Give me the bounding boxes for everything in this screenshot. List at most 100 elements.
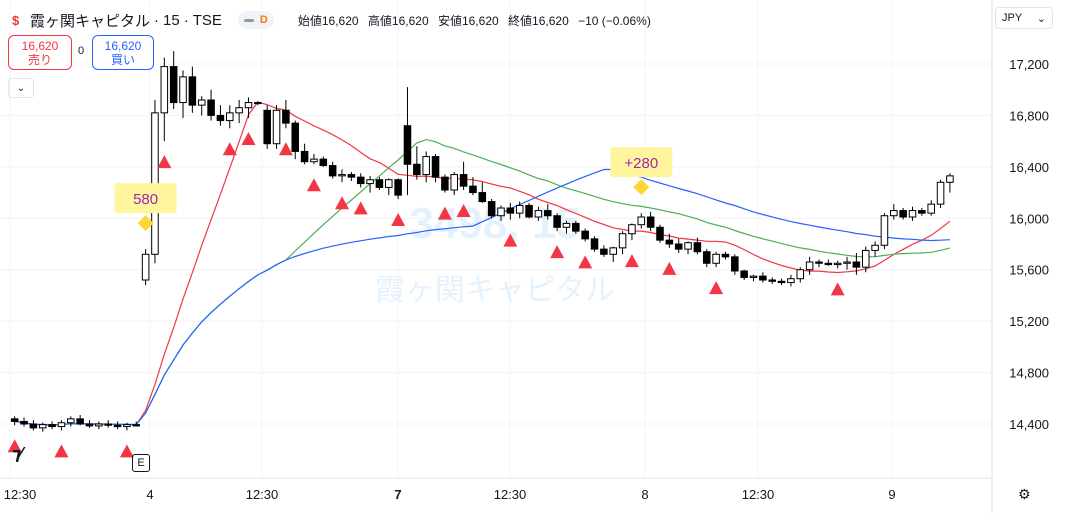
candle-body: [871, 244, 879, 251]
change-value: −10 (−0.06%): [578, 13, 651, 28]
candle-body: [263, 109, 271, 145]
candle-body: [123, 424, 131, 428]
candle-body: [356, 176, 365, 185]
candle-body: [796, 269, 805, 280]
price-tick-label: 15,600: [1009, 263, 1049, 278]
candle-body: [310, 158, 318, 163]
chevron-down-icon: ⌄: [1036, 12, 1046, 25]
candle-body: [20, 420, 28, 425]
candle-body: [843, 261, 851, 264]
collapse-button[interactable]: ⌄: [8, 78, 34, 98]
trade-label-box: [114, 183, 177, 214]
time-tick-label: 9: [888, 487, 895, 502]
buy-signal-marker: [306, 178, 321, 192]
candle-body: [946, 175, 954, 183]
candle-body: [254, 102, 262, 105]
candle-body: [890, 210, 898, 217]
candle-body: [272, 109, 281, 145]
data-badge[interactable]: D: [237, 11, 274, 29]
ma-line-long: [14, 168, 950, 426]
chevron-down-icon: ⌄: [16, 82, 26, 94]
candle-body: [824, 262, 833, 266]
candle-body: [384, 179, 393, 188]
candle-body: [712, 253, 720, 264]
trade-label-text: +280: [624, 155, 658, 172]
buy-signal-marker: [624, 254, 639, 268]
candle-body: [581, 230, 589, 240]
candle-body: [815, 261, 823, 264]
candle-body: [543, 210, 552, 217]
candle-body: [572, 222, 580, 232]
exchange: TSE: [192, 11, 222, 29]
price-tick-label: 15,200: [1009, 314, 1049, 329]
price-tick-label: 16,400: [1009, 160, 1049, 175]
currency-select[interactable]: JPY ⌄: [995, 7, 1053, 29]
price-tick-label: 14,400: [1009, 417, 1049, 432]
candle-body: [300, 150, 309, 163]
buy-signal-marker: [391, 213, 406, 226]
candle-body: [618, 233, 627, 249]
candle-body: [927, 203, 935, 214]
candle-body: [759, 275, 767, 281]
candle-body: [95, 423, 103, 427]
separator: ·: [183, 11, 189, 29]
tradingview-logo-icon[interactable]: ⁊⁄: [12, 444, 22, 464]
candle-body: [188, 76, 197, 106]
candle-body: [244, 102, 253, 109]
buy-signal-marker: [241, 132, 256, 145]
candle-body: [590, 238, 599, 250]
candle-body: [450, 174, 459, 191]
candle-body: [506, 207, 515, 214]
buy-signal-marker: [7, 439, 22, 453]
buy-signal-marker: [222, 142, 237, 156]
time-tick-label: 12:30: [246, 487, 279, 502]
minus-icon: [243, 18, 254, 22]
candle-body: [67, 418, 75, 424]
candle-body: [600, 248, 608, 255]
candle-body: [216, 114, 225, 122]
price-tick-label: 16,000: [1009, 211, 1049, 226]
candle-body: [777, 280, 786, 284]
candle-body: [684, 242, 692, 250]
candle-body: [319, 158, 328, 167]
candle-body: [141, 253, 150, 281]
candle-body: [731, 256, 739, 272]
candle-body: [740, 270, 748, 278]
candle-body: [665, 239, 674, 245]
chart-header: $ 霞ヶ関キャピタル · 15 · TSE D 始値16,620 高値16,62…: [12, 9, 651, 31]
open-value: 16,620: [321, 13, 359, 28]
candle-body: [394, 179, 402, 196]
candle-body: [497, 207, 505, 217]
candle-body: [57, 422, 66, 428]
candle-body: [422, 156, 430, 176]
candle-body: [226, 112, 234, 122]
price-tick-label: 14,800: [1009, 366, 1049, 381]
sell-button[interactable]: 16,620 売り: [8, 35, 72, 70]
candle-body: [861, 249, 870, 268]
buy-signal-marker: [119, 444, 134, 458]
candle-body: [291, 122, 300, 152]
candle-body: [76, 418, 84, 425]
time-tick-label: 7: [394, 487, 401, 502]
buy-signal-marker: [353, 201, 368, 215]
buy-button[interactable]: 16,620 買い: [92, 35, 154, 70]
candle-body: [721, 253, 730, 258]
earnings-marker-icon[interactable]: E: [132, 454, 150, 472]
buy-signal-marker: [335, 196, 350, 210]
symbol-name[interactable]: 霞ヶ関キャピタル: [30, 12, 151, 30]
high-label: 高値: [367, 13, 392, 28]
candle-body: [525, 204, 533, 218]
low-value: 16,620: [461, 13, 499, 28]
candle-body: [553, 215, 561, 228]
price-tick-label: 16,800: [1009, 108, 1049, 123]
settings-icon[interactable]: ⚙: [1018, 486, 1031, 502]
interval[interactable]: 15: [163, 11, 180, 29]
candle-body: [197, 99, 206, 106]
candle-body: [899, 210, 907, 218]
candle-body: [441, 176, 449, 191]
close-label: 終値: [508, 13, 533, 28]
trade-diamond-marker: [633, 179, 650, 196]
candle-body: [702, 251, 711, 264]
candle-body: [749, 275, 758, 278]
